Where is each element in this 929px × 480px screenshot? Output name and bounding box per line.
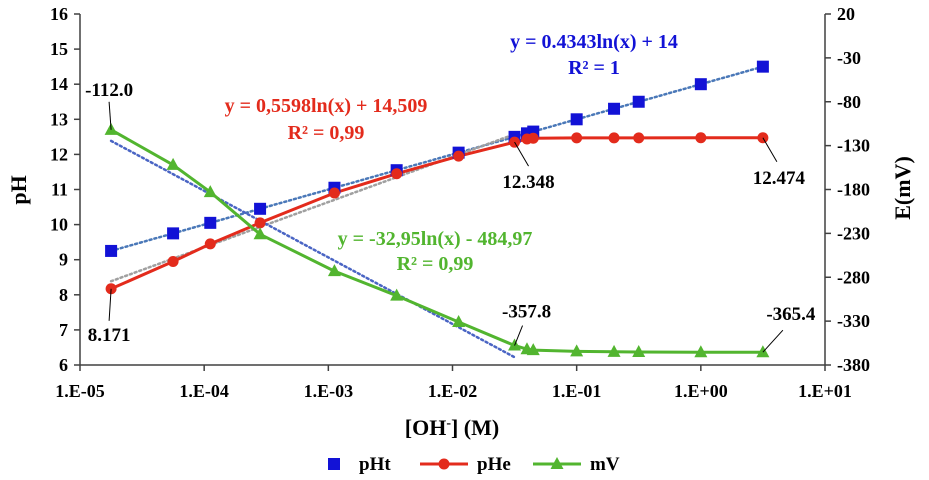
data-point-mv <box>756 345 770 358</box>
legend-label-pht: pHt <box>359 454 391 475</box>
y-tick-label: 7 <box>59 320 68 340</box>
data-point-pht <box>167 227 180 240</box>
y-tick-label: 12 <box>50 144 68 164</box>
data-point-pht <box>632 95 645 108</box>
y-tick-label: 15 <box>50 39 68 59</box>
data-point-mv <box>607 344 621 357</box>
y-tick-label: 8 <box>59 285 68 305</box>
y-tick-label: 16 <box>50 4 68 24</box>
x-tick-label: 1.E-04 <box>179 381 229 401</box>
annotations: -112.0 8.171 12.348 12.474 -357.8 -365.4 <box>85 80 816 353</box>
data-point-mv <box>203 185 217 198</box>
y2-tick-label: -130 <box>837 136 870 156</box>
data-label: 8.171 <box>88 325 131 346</box>
data-point-phe <box>328 187 340 199</box>
y-tick-label: 9 <box>59 250 68 270</box>
data-point-pht <box>254 202 267 215</box>
eq-phe: y = 0,5598ln(x) + 14,509 <box>225 95 428 117</box>
data-point-phe <box>167 255 179 267</box>
data-point-phe <box>608 132 620 144</box>
y2-tick-label: -180 <box>837 180 870 200</box>
y2-axis-title: E(mV) <box>890 156 915 220</box>
annotation-leader <box>514 325 524 346</box>
eq-mv: y = -32,95ln(x) - 484,97 <box>338 228 533 250</box>
y-tick-label: 13 <box>50 109 68 129</box>
legend-label-phe: pHe <box>477 454 511 475</box>
legend-marker-pht <box>328 458 340 470</box>
x-tick-label: 1.E+00 <box>674 381 728 401</box>
data-point-phe <box>453 150 465 162</box>
y-tick-label: 6 <box>59 355 68 375</box>
data-point-mv <box>253 227 267 240</box>
x-tick-label: 1.E-05 <box>55 381 105 401</box>
data-point-mv <box>570 344 584 357</box>
r2-phe: R² = 0,99 <box>288 122 365 144</box>
x-tick-label: 1.E-02 <box>428 381 478 401</box>
data-point-phe <box>254 217 266 229</box>
data-point-pht <box>694 78 707 91</box>
data-point-phe <box>391 168 403 180</box>
data-label: 12.348 <box>502 172 554 193</box>
r2-pht: R² = 1 <box>568 57 620 79</box>
data-point-phe <box>633 132 645 144</box>
y2-tick-label: -330 <box>837 311 870 331</box>
y2-tick-label: -380 <box>837 355 870 375</box>
data-point-pht <box>105 244 118 257</box>
data-point-mv <box>327 264 341 277</box>
eq-pht: y = 0.4343ln(x) + 14 <box>510 31 678 53</box>
data-point-mv <box>632 345 646 358</box>
y-tick-label: 11 <box>51 180 68 200</box>
data-point-mv <box>452 315 466 328</box>
data-point-pht <box>570 113 583 126</box>
annotation-leader <box>108 288 112 321</box>
legend: pHt pHe mV <box>328 454 620 475</box>
data-point-pht <box>756 60 769 73</box>
data-label: -357.8 <box>502 302 551 323</box>
data-point-phe <box>527 132 539 144</box>
y-axis-title: pH <box>6 175 31 204</box>
y2-tick-label: -30 <box>837 48 861 68</box>
data-point-pht <box>204 216 217 229</box>
legend-label-mv: mV <box>590 454 620 475</box>
x-axis-title: [OH-] (M) <box>405 415 499 440</box>
trendline-pht <box>109 65 765 253</box>
x-tick-label: 1.E+01 <box>798 381 852 401</box>
axes: 1.E-05 1.E-04 1.E-03 1.E-02 1.E-01 1.E+00 1.E+… <box>50 4 870 401</box>
y-tick-label: 14 <box>50 74 68 94</box>
data-point-phe <box>571 132 583 144</box>
y-tick-label: 10 <box>50 215 68 235</box>
annotation-leader <box>108 101 112 130</box>
y2-tick-label: -280 <box>837 267 870 287</box>
legend-marker-phe <box>438 458 450 470</box>
trendline-mv <box>109 139 516 359</box>
plot-area <box>80 14 825 365</box>
data-point-mv <box>166 157 180 170</box>
data-point-pht <box>527 125 540 138</box>
data-point-mv <box>390 288 404 301</box>
data-point-phe <box>695 132 707 144</box>
data-label: -112.0 <box>85 80 133 101</box>
annotation-leader <box>762 329 784 353</box>
x-tick-label: 1.E-03 <box>304 381 354 401</box>
data-point-mv <box>526 343 540 356</box>
x-axis-title-tail: ] (M) <box>451 415 499 440</box>
data-point-mv <box>694 345 708 358</box>
x-axis-title-main: [OH <box>405 415 447 440</box>
annotation-leader <box>762 137 778 163</box>
annotation-leader <box>514 141 529 167</box>
y2-tick-label: -230 <box>837 223 870 243</box>
legend-marker-mv <box>550 457 564 469</box>
data-label: 12.474 <box>753 168 806 189</box>
data-label: -365.4 <box>766 304 816 325</box>
x-tick-label: 1.E-01 <box>552 381 602 401</box>
r2-mv: R² = 0,99 <box>397 253 474 275</box>
y2-tick-label: -80 <box>837 92 861 112</box>
data-point-phe <box>204 238 216 250</box>
x-axis-title-sup: - <box>446 416 451 431</box>
data-point-pht <box>608 102 621 115</box>
y2-tick-label: 20 <box>837 4 855 24</box>
